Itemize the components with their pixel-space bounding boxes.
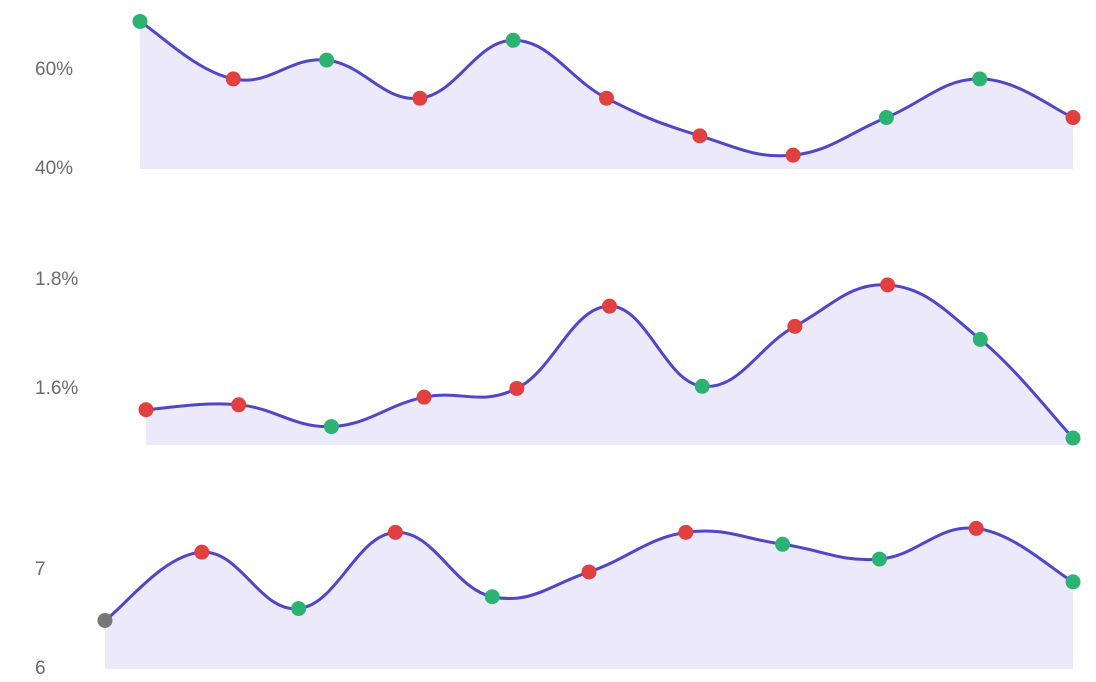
data-point-3-10[interactable]: [968, 520, 984, 536]
sparkline-panel-3: 76: [35, 520, 1081, 679]
data-point-2-3[interactable]: [323, 419, 339, 435]
data-point-1-11[interactable]: [1065, 110, 1081, 126]
data-point-2-7[interactable]: [694, 378, 710, 394]
y-tick-label-2-2: 1.6%: [35, 378, 78, 399]
data-point-2-6[interactable]: [602, 298, 617, 314]
data-point-2-4[interactable]: [416, 389, 432, 405]
area-fill-1: [140, 21, 1073, 169]
data-point-2-2[interactable]: [231, 397, 247, 413]
data-point-3-3[interactable]: [291, 601, 307, 617]
data-point-1-8[interactable]: [785, 147, 801, 163]
y-tick-label-1-2: 40%: [35, 158, 73, 179]
data-point-3-2[interactable]: [194, 544, 210, 560]
y-tick-label-3-1: 7: [35, 559, 46, 580]
data-point-3-1[interactable]: [97, 612, 113, 628]
data-point-1-3[interactable]: [319, 52, 335, 68]
data-point-3-11[interactable]: [1065, 574, 1081, 590]
y-tick-label-3-2: 6: [35, 658, 46, 679]
data-point-3-7[interactable]: [678, 524, 694, 540]
data-point-2-1[interactable]: [138, 402, 154, 418]
data-point-1-6[interactable]: [599, 90, 614, 106]
data-point-1-2[interactable]: [225, 71, 241, 87]
data-point-2-11[interactable]: [1065, 430, 1081, 446]
area-fill-2: [146, 284, 1073, 445]
area-fill-3: [105, 527, 1073, 669]
y-tick-label-2-1: 1.8%: [35, 269, 78, 290]
data-point-1-10[interactable]: [972, 71, 988, 87]
data-point-3-8[interactable]: [775, 536, 791, 552]
data-point-1-4[interactable]: [412, 90, 428, 106]
data-point-3-5[interactable]: [484, 589, 500, 605]
data-point-1-9[interactable]: [878, 110, 894, 126]
data-point-2-5[interactable]: [509, 380, 525, 396]
data-point-3-9[interactable]: [871, 551, 887, 567]
y-tick-label-1-1: 60%: [35, 59, 73, 80]
data-point-3-4[interactable]: [387, 524, 403, 540]
data-point-1-5[interactable]: [505, 32, 521, 48]
data-point-3-6[interactable]: [581, 564, 597, 580]
sparkline-panel-2: 1.8% 1.6%: [35, 269, 1081, 446]
sparkline-panel-1: 60% 40%: [35, 13, 1081, 179]
data-point-2-9[interactable]: [880, 277, 896, 293]
data-point-1-1[interactable]: [132, 13, 148, 29]
data-point-2-10[interactable]: [972, 331, 988, 347]
data-point-2-8[interactable]: [787, 318, 803, 334]
series-line-3: [103, 526, 1075, 622]
data-point-1-7[interactable]: [692, 128, 708, 144]
